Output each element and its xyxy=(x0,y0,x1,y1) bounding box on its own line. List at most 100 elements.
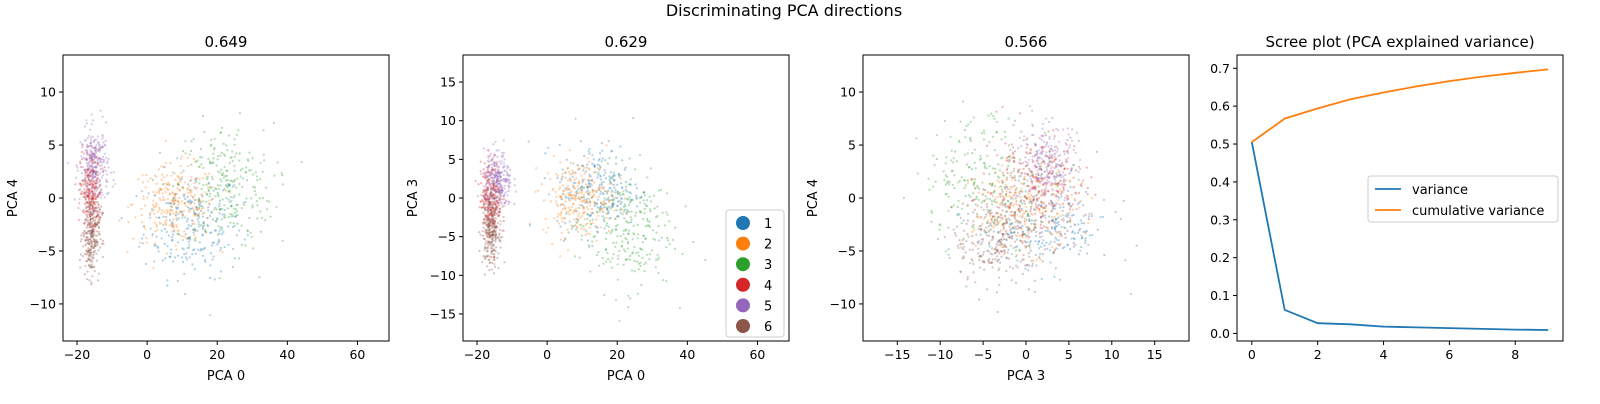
scatter-point xyxy=(633,270,636,273)
scatter-point xyxy=(1040,153,1043,156)
scatter-point xyxy=(1040,157,1043,160)
scatter-point xyxy=(1025,197,1028,200)
scatter-point xyxy=(1041,201,1044,205)
scatter-point xyxy=(485,190,488,193)
scatter-point xyxy=(83,168,86,171)
scatter-point xyxy=(1028,175,1032,178)
scatter-point xyxy=(177,182,180,185)
scatter-point xyxy=(591,211,594,214)
scatter-point xyxy=(179,210,182,213)
scatter-point xyxy=(485,175,488,178)
scatter-point xyxy=(486,246,489,249)
scatter-point xyxy=(93,154,96,158)
scatter-point xyxy=(1031,262,1034,265)
scatter-point xyxy=(999,242,1002,245)
scatter-point xyxy=(619,202,622,206)
scatter-point xyxy=(595,239,598,242)
scatter-point xyxy=(157,190,160,193)
scatter-point xyxy=(559,255,562,258)
scatter-point xyxy=(207,182,210,185)
scatter-point xyxy=(1021,241,1024,244)
scatter-point xyxy=(175,211,178,214)
scatter-point xyxy=(215,164,218,167)
scatter-point xyxy=(977,227,980,230)
scatter-point xyxy=(1041,184,1044,187)
scatter-point xyxy=(106,160,109,163)
scatter-point xyxy=(90,255,93,259)
scatter-point xyxy=(1037,177,1040,181)
scatter-point xyxy=(630,269,634,272)
scatter-point xyxy=(586,185,589,188)
scatter-point xyxy=(184,152,187,155)
scatter-point xyxy=(1033,222,1036,225)
scatter-point xyxy=(225,144,228,147)
scatter-point xyxy=(1050,193,1054,196)
scatter-point xyxy=(86,210,89,214)
scatter-point xyxy=(1001,246,1004,249)
scatter-point xyxy=(493,164,496,167)
scatter-point xyxy=(1061,162,1064,165)
scatter-point xyxy=(202,206,205,209)
scatter-point xyxy=(583,210,587,213)
scatter-point xyxy=(484,230,487,233)
scatter-point xyxy=(89,215,92,219)
scatter-point xyxy=(499,191,502,194)
scatter-point xyxy=(557,212,560,216)
scatter-point xyxy=(175,224,178,227)
scatter-point xyxy=(1054,267,1057,270)
scatter-point xyxy=(1008,206,1011,209)
scatter-point xyxy=(567,191,570,194)
scatter-point xyxy=(479,200,483,203)
scatter-point xyxy=(972,223,975,226)
scatter-point xyxy=(989,223,992,226)
scatter-point xyxy=(506,164,509,167)
scatter-point xyxy=(994,251,997,255)
scatter-point xyxy=(572,218,576,221)
scatter-point xyxy=(1023,223,1026,226)
scatter-point xyxy=(1055,231,1058,234)
scatter-point xyxy=(956,214,959,217)
scatter-point xyxy=(198,182,201,185)
scatter-point xyxy=(84,207,88,210)
scatter-point xyxy=(158,151,162,154)
scatter-point xyxy=(493,189,496,192)
scatter-point xyxy=(1044,182,1047,185)
scatter-point xyxy=(1002,246,1005,249)
scatter-point xyxy=(1013,217,1016,220)
scatter-point xyxy=(95,166,98,169)
scatter-point xyxy=(1079,227,1082,230)
scatter-point xyxy=(492,219,495,222)
scatter-point xyxy=(1008,205,1012,208)
scatter-point xyxy=(1049,232,1052,235)
scatter-point xyxy=(487,149,490,152)
scatter-point xyxy=(91,230,94,233)
scatter-point xyxy=(1022,254,1025,257)
scatter-point xyxy=(574,198,577,202)
scatter-point xyxy=(1057,140,1061,143)
scatter-point xyxy=(1023,195,1026,198)
scatter-point xyxy=(144,227,147,230)
scatter-point xyxy=(1053,227,1057,230)
scatter-point xyxy=(1038,181,1042,184)
scatter-point xyxy=(101,133,104,137)
scatter-point xyxy=(596,225,599,229)
scatter-point xyxy=(586,163,589,166)
scatter-point xyxy=(491,203,494,206)
scatter-point xyxy=(163,227,167,231)
scatter-point xyxy=(967,212,970,215)
legend-label-3: 3 xyxy=(764,258,772,273)
scatter-point xyxy=(1014,240,1017,243)
scatter-point xyxy=(107,166,110,169)
scatter-point xyxy=(494,185,497,188)
scatter-point xyxy=(499,220,502,223)
scatter-point xyxy=(987,250,990,253)
scatter-point xyxy=(91,197,94,201)
scatter-point xyxy=(582,212,585,215)
scatter-point xyxy=(973,148,976,151)
scatter-point xyxy=(1075,131,1078,134)
scatter-point xyxy=(495,183,498,186)
scatter-point xyxy=(105,180,108,183)
scatter-point xyxy=(185,205,188,208)
scatter-point xyxy=(1029,105,1032,108)
scatter-point xyxy=(603,216,606,219)
